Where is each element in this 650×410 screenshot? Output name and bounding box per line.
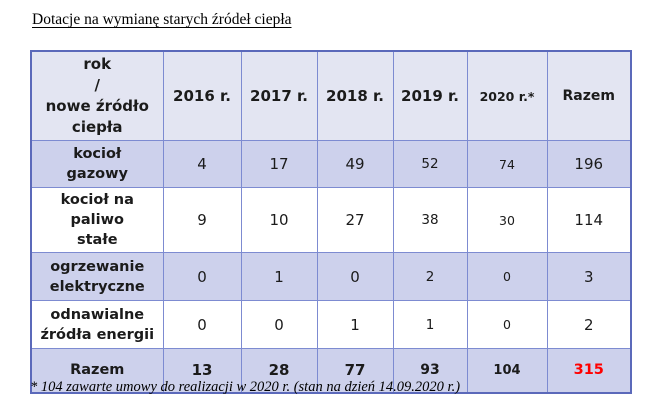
row-label: odnawialne źródła energii — [30, 300, 164, 349]
row-total-cell: 196 — [546, 140, 632, 188]
col-header-2016: 2016 r. — [162, 50, 242, 141]
value-cell: 0 — [466, 252, 548, 301]
col-header-2020: 2020 r.* — [466, 50, 548, 141]
footnote: * 104 zawarte umowy do realizacji w 2020… — [30, 379, 461, 395]
row-label: kocioł gazowy — [30, 140, 164, 188]
value-cell: 49 — [316, 140, 394, 188]
row-total-cell: 114 — [546, 187, 632, 253]
col-header-2019: 2019 r. — [392, 50, 468, 141]
total-cell: 104 — [466, 348, 548, 393]
subsidies-table: rok / nowe źródło ciepła 2016 r. 2017 r.… — [30, 50, 632, 394]
value-cell: 0 — [162, 300, 242, 349]
value-cell: 52 — [392, 140, 468, 188]
value-cell: 74 — [466, 140, 548, 188]
value-cell: 9 — [162, 187, 242, 253]
total-cell: 93 — [392, 348, 468, 393]
value-cell: 2 — [392, 252, 468, 301]
value-cell: 0 — [316, 252, 394, 301]
table-row-renewable-energy: odnawialne źródła energii 0 0 1 1 0 2 — [30, 300, 632, 349]
col-header-razem: Razem — [546, 50, 632, 141]
value-cell: 38 — [392, 187, 468, 253]
value-cell: 0 — [240, 300, 318, 349]
corner-cell: rok / nowe źródło ciepła — [30, 50, 164, 141]
value-cell: 27 — [316, 187, 394, 253]
row-label: ogrzewanie elektryczne — [30, 252, 164, 301]
value-cell: 30 — [466, 187, 548, 253]
row-total-cell: 2 — [546, 300, 632, 349]
value-cell: 10 — [240, 187, 318, 253]
value-cell: 1 — [240, 252, 318, 301]
table-row-solid-fuel-boiler: kocioł na paliwo stałe 9 10 27 38 30 114 — [30, 187, 632, 253]
value-cell: 0 — [162, 252, 242, 301]
total-cell: 28 — [240, 348, 318, 393]
grand-total-cell: 315 — [546, 348, 632, 393]
table-row-electric-heating: ogrzewanie elektryczne 0 1 0 2 0 3 — [30, 252, 632, 301]
row-total-cell: 3 — [546, 252, 632, 301]
value-cell: 1 — [392, 300, 468, 349]
value-cell: 1 — [316, 300, 394, 349]
table-row-gas-boiler: kocioł gazowy 4 17 49 52 74 196 — [30, 140, 632, 188]
col-header-2017: 2017 r. — [240, 50, 318, 141]
value-cell: 17 — [240, 140, 318, 188]
col-header-2018: 2018 r. — [316, 50, 394, 141]
total-row: Razem 13 28 77 93 104 315 — [30, 348, 632, 393]
value-cell: 4 — [162, 140, 242, 188]
row-label: kocioł na paliwo stałe — [30, 187, 164, 253]
total-row-label: Razem — [30, 348, 164, 393]
page-title: Dotacje na wymianę starych źródeł ciepła — [32, 11, 292, 28]
value-cell: 0 — [466, 300, 548, 349]
header-row: rok / nowe źródło ciepła 2016 r. 2017 r.… — [30, 50, 632, 141]
